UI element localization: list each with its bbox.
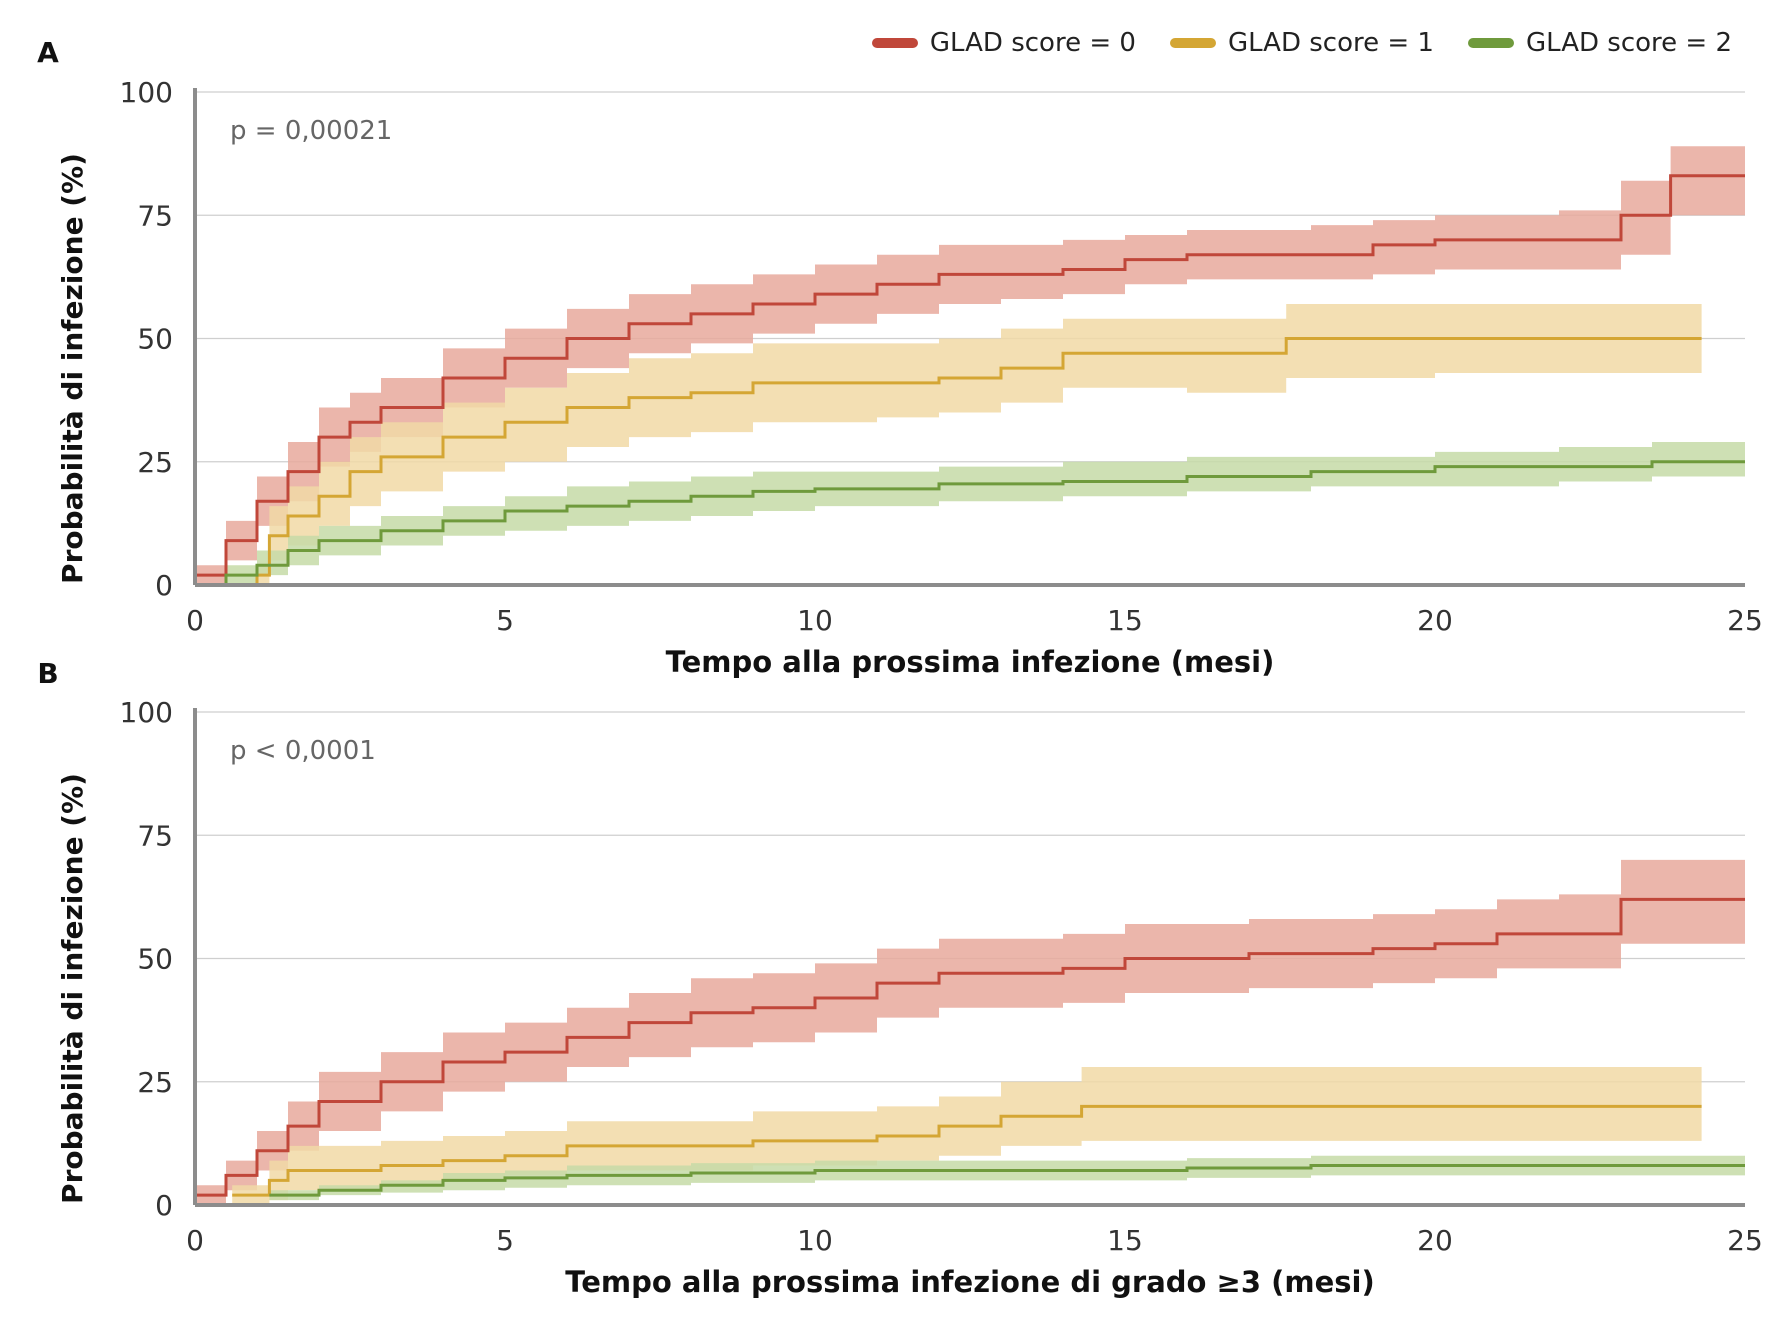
panel-label: A (37, 36, 59, 69)
panel-label: B (37, 657, 58, 690)
panel-b: 0 25 50 75 100 0 5 10 15 20 25 Tempo alla prossima … (37, 657, 1762, 1299)
x-tick-label: 10 (797, 604, 833, 637)
confidence-band-glad-2 (195, 442, 1745, 585)
legend-swatch-glad-2 (1467, 38, 1514, 48)
km-line-glad-1 (232, 1104, 1702, 1197)
legend-swatch-glad-0 (871, 38, 918, 48)
x-tick-label: 25 (1727, 604, 1763, 637)
legend-item-glad-2: GLAD score = 2 (1467, 28, 1732, 58)
y-axis-title: Probabilità di infezione (%) (56, 773, 89, 1204)
confidence-band-glad-0 (195, 859, 1745, 1205)
x-axis-title: Tempo alla prossima infezione (mesi) (666, 645, 1275, 679)
x-tick-label: 15 (1107, 1224, 1143, 1257)
y-tick-label: 25 (137, 1066, 173, 1099)
km-line-glad-2 (269, 1164, 1745, 1197)
x-axis-title: Tempo alla prossima infezione di grado ≥… (565, 1265, 1374, 1299)
y-tick-label: 25 (137, 446, 173, 479)
km-line-glad-0 (195, 174, 1745, 577)
y-tick-label: 50 (137, 943, 173, 976)
y-tick-label: 100 (120, 696, 173, 729)
legend-label-glad-2: GLAD score = 2 (1525, 28, 1732, 58)
legend-label-glad-1: GLAD score = 1 (1227, 28, 1434, 58)
legend: GLAD score = 0 GLAD score = 1 GLAD score… (871, 28, 1732, 58)
legend-item-glad-1: GLAD score = 1 (1169, 28, 1434, 58)
y-tick-label: 50 (137, 323, 173, 356)
km-line-glad-0 (195, 897, 1745, 1197)
x-tick-label: 20 (1417, 1224, 1453, 1257)
x-tick-label: 10 (797, 1224, 833, 1257)
legend-label-glad-0: GLAD score = 0 (929, 28, 1136, 58)
x-tick-label: 0 (186, 604, 204, 637)
panel-a: 0 25 50 75 100 0 5 10 15 20 25 Tempo alla prossima … (37, 36, 1763, 679)
y-tick-label: 75 (137, 819, 173, 852)
p-value-annotation: p < 0,0001 (230, 736, 376, 766)
x-tick-label: 0 (186, 1224, 204, 1257)
km-line-glad-2 (195, 460, 1745, 587)
p-value-annotation: p = 0,00021 (230, 116, 392, 146)
x-tick-label: 25 (1727, 1224, 1763, 1257)
y-axis-title: Probabilità di infezione (%) (56, 153, 89, 584)
y-tick-label: 100 (120, 76, 173, 109)
x-tick-label: 20 (1417, 604, 1453, 637)
y-tick-label: 0 (155, 569, 173, 602)
confidence-band-glad-1 (195, 303, 1702, 585)
km-line-glad-1 (195, 337, 1702, 587)
y-tick-label: 75 (137, 199, 173, 232)
x-tick-label: 5 (496, 1224, 514, 1257)
x-tick-label: 15 (1107, 604, 1143, 637)
y-tick-label: 0 (155, 1189, 173, 1222)
x-tick-label: 5 (496, 604, 514, 637)
legend-item-glad-0: GLAD score = 0 (871, 28, 1136, 58)
legend-swatch-glad-1 (1169, 38, 1216, 48)
